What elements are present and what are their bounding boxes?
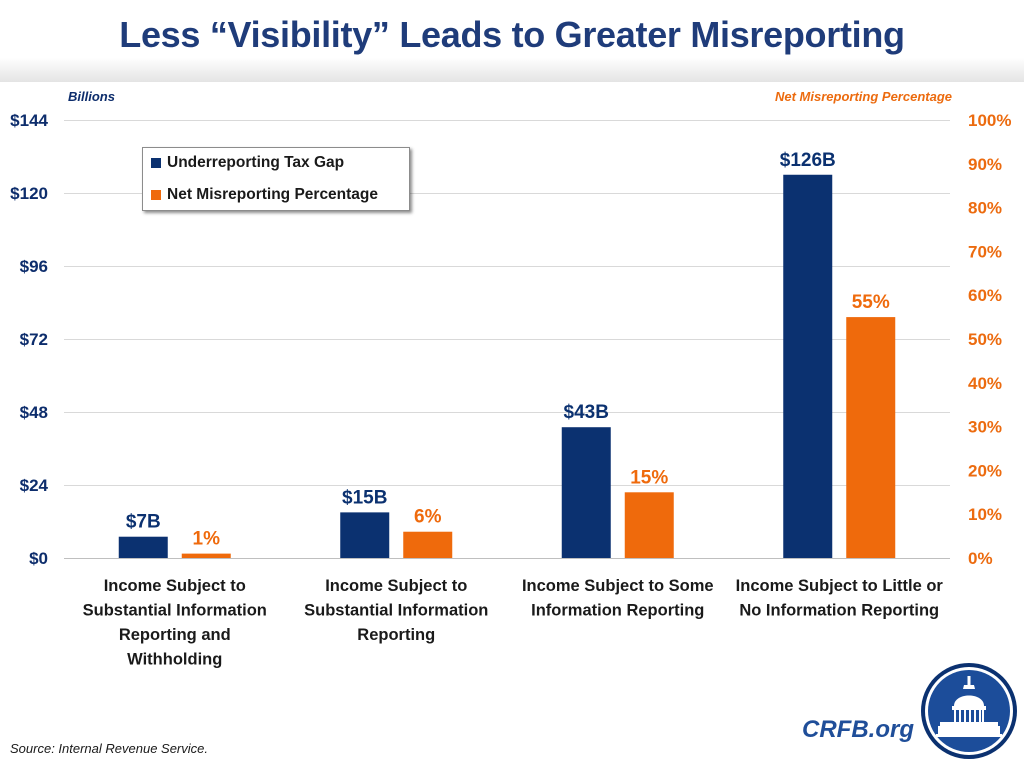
capitol-seal [921,663,1017,759]
left-axis-ticks: $0 $24 $48 $72 $96 $120 $144 [10,111,48,568]
data-label-tax-gap: $126B [780,150,836,171]
bar-tax-gap [118,536,168,558]
brand-link[interactable]: CRFB.org [802,716,914,743]
right-axis-tick-label: 100% [968,111,1011,130]
right-axis-title: Net Misreporting Percentage [775,89,952,104]
data-label-misreporting: 15% [630,467,668,488]
bar-tax-gap [783,174,833,558]
bar-misreporting [846,317,896,558]
data-label-misreporting: 6% [414,507,442,528]
bar-misreporting [624,492,674,558]
left-axis-tick-label: $0 [29,549,48,568]
right-axis-tick-label: 80% [968,199,1002,218]
category-label-line: Income Subject to [104,577,246,595]
data-label-tax-gap: $15B [342,487,387,508]
category-label: Income Subject to Substantial Information… [83,577,267,669]
category-label-line: No Information Reporting [739,602,939,620]
legend-item-tax-gap: Underreporting Tax Gap [151,154,344,172]
chart-title: Less “Visibility” Leads to Greater Misre… [119,14,905,55]
right-axis-tick-label: 20% [968,461,1002,480]
category-label-line: Substantial Information [304,602,488,620]
left-axis-tick-label: $24 [20,476,49,495]
data-label-tax-gap: $43B [564,402,609,423]
legend-swatch-tax-gap [151,158,161,168]
category-label: Income Subject to Substantial Information… [304,577,488,644]
right-axis-tick-label: 30% [968,418,1002,437]
legend: Underreporting Tax Gap Net Misreporting … [142,147,410,211]
data-label-tax-gap: $7B [126,512,161,533]
right-axis-tick-label: 90% [968,155,1002,174]
category-label: Income Subject to Some Information Report… [522,577,714,620]
left-axis-tick-label: $120 [10,184,48,203]
bar-misreporting [181,553,231,558]
bar-tax-gap [561,427,611,558]
legend-label-tax-gap: Underreporting Tax Gap [167,154,345,171]
category-labels: Income Subject to Substantial Information… [83,577,944,669]
bar-tax-gap [340,512,390,558]
data-labels: $7B 1% $15B 6% $43B 15% $126B 55% [126,150,890,550]
left-axis-tick-label: $72 [20,330,48,349]
bar-misreporting [403,531,453,558]
data-label-misreporting: 55% [852,292,890,313]
title-bar [0,0,1024,82]
data-label-misreporting: 1% [193,529,221,550]
right-axis-tick-label: 40% [968,374,1002,393]
left-axis-tick-label: $48 [20,403,48,422]
category-label-line: Reporting and [119,626,231,644]
right-axis-tick-label: 0% [968,549,993,568]
category-label: Income Subject to Little or No Informatio… [736,577,944,620]
left-axis-tick-label: $144 [10,111,48,130]
category-label-line: Income Subject to [325,577,467,595]
right-axis-tick-label: 70% [968,242,1002,261]
legend-label-misreporting: Net Misreporting Percentage [167,186,379,203]
category-label-line: Income Subject to Little or [736,577,944,595]
right-axis-tick-label: 60% [968,286,1002,305]
source-note: Source: Internal Revenue Service. [10,741,208,756]
category-label-line: Information Reporting [531,602,704,620]
legend-swatch-misreporting [151,190,161,200]
capitol-dome-icon [936,676,1002,737]
left-axis-title: Billions [68,89,115,104]
right-axis-ticks: 0% 10% 20% 30% 40% 50% 60% 70% 80% 90% 100% [968,111,1011,568]
bars [118,174,896,558]
category-label-line: Substantial Information [83,602,267,620]
left-axis-tick-label: $96 [20,257,48,276]
category-label-line: Withholding [127,651,222,669]
right-axis-tick-label: 10% [968,505,1002,524]
legend-item-misreporting: Net Misreporting Percentage [151,186,378,204]
category-label-line: Reporting [357,626,435,644]
category-label-line: Income Subject to Some [522,577,714,595]
right-axis-tick-label: 50% [968,330,1002,349]
